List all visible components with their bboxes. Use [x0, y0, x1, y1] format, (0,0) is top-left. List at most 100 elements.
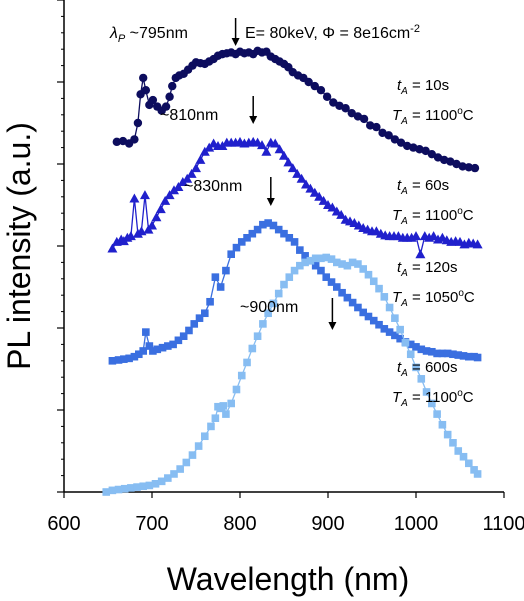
data-point	[253, 225, 262, 234]
anneal-temp-value: = 1100	[408, 107, 457, 124]
data-point	[253, 332, 262, 340]
data-point	[149, 347, 157, 355]
data-point	[274, 225, 283, 234]
data-point	[139, 482, 147, 491]
data-point	[219, 402, 228, 410]
x-tick-label: 700	[135, 513, 168, 535]
data-point	[283, 157, 294, 167]
data-point	[470, 163, 480, 173]
data-point	[182, 458, 191, 467]
data-point	[473, 470, 482, 478]
data-point	[454, 351, 463, 359]
data-point	[285, 234, 294, 242]
data-point	[322, 273, 331, 281]
data-point	[111, 236, 122, 246]
data-point	[421, 146, 430, 156]
data-point	[201, 432, 209, 441]
data-point	[279, 150, 289, 160]
data-point	[465, 352, 473, 361]
data-point	[412, 343, 420, 351]
data-point	[304, 77, 313, 87]
degree-symbol: o	[457, 106, 463, 117]
data-point	[292, 168, 303, 178]
anneal-time-symbol: t	[397, 77, 402, 94]
data-point	[458, 162, 467, 171]
data-point	[464, 163, 473, 172]
implant-conditions: E= 80keV, Φ = 8e16cm	[245, 25, 410, 42]
data-point	[243, 358, 251, 367]
anneal-time-subscript: A	[400, 86, 408, 97]
data-point	[333, 283, 341, 291]
anneal-time-value: = 60s	[408, 177, 449, 194]
data-point	[285, 273, 294, 281]
celsius-unit: C	[463, 107, 474, 124]
data-point	[257, 140, 267, 150]
data-point	[195, 314, 204, 322]
anneal-temp-label: TA = 1100oC	[392, 106, 474, 127]
data-point	[343, 293, 352, 302]
data-point	[380, 293, 389, 301]
data-point	[427, 149, 437, 159]
anneal-temp-label: TA = 1050oC	[392, 288, 475, 309]
data-point	[280, 229, 288, 238]
data-point	[338, 260, 346, 268]
data-point	[259, 320, 267, 328]
data-point	[102, 488, 111, 496]
data-point	[310, 81, 319, 91]
lambda-symbol: λ	[109, 25, 118, 42]
data-point	[164, 474, 172, 482]
data-point	[327, 255, 336, 263]
anneal-temp-symbol: T	[392, 289, 403, 306]
data-point	[317, 254, 325, 263]
data-point	[359, 114, 369, 124]
anneal-time-label: tA = 10s	[397, 77, 449, 97]
data-point	[139, 347, 147, 355]
anneal-time-label: tA = 60s	[397, 177, 449, 197]
data-point	[396, 334, 404, 343]
data-point	[473, 353, 482, 362]
data-point	[161, 102, 171, 111]
peak-arrow-head	[266, 198, 275, 206]
data-point	[160, 195, 171, 205]
axes: 600 700 800 900 1000 1100	[47, 0, 524, 535]
data-point	[145, 342, 154, 350]
data-point	[380, 325, 389, 333]
data-point	[354, 260, 362, 268]
data-point	[296, 261, 304, 270]
data-point	[390, 135, 400, 144]
data-point	[139, 190, 150, 200]
fluence-exponent: -2	[410, 23, 420, 35]
data-point	[369, 277, 378, 286]
data-point	[237, 238, 246, 246]
data-point	[164, 190, 175, 200]
data-point	[261, 146, 272, 156]
data-point	[309, 187, 320, 197]
data-point	[296, 246, 304, 254]
data-point	[142, 328, 150, 336]
data-point	[305, 183, 316, 193]
data-point	[269, 299, 278, 308]
data-point	[195, 154, 206, 164]
celsius-unit: C	[463, 389, 474, 406]
degree-symbol: o	[457, 206, 463, 217]
data-point	[327, 202, 338, 212]
data-point	[112, 137, 122, 147]
degree-symbol: o	[458, 288, 464, 299]
data-point	[290, 266, 299, 275]
data-point	[417, 345, 426, 354]
x-tick-label: 600	[47, 513, 80, 535]
data-point	[169, 185, 179, 195]
data-point	[182, 173, 193, 183]
data-point	[179, 332, 188, 340]
x-axis-title: Wavelength (nm)	[167, 561, 409, 597]
data-point	[422, 388, 431, 396]
data-point	[248, 344, 257, 353]
data-point	[354, 303, 362, 312]
data-point	[107, 243, 118, 253]
data-point	[385, 328, 394, 336]
data-point	[217, 140, 228, 150]
data-point	[301, 179, 311, 189]
data-point	[428, 399, 436, 408]
data-point	[170, 470, 178, 478]
data-point	[185, 326, 193, 335]
